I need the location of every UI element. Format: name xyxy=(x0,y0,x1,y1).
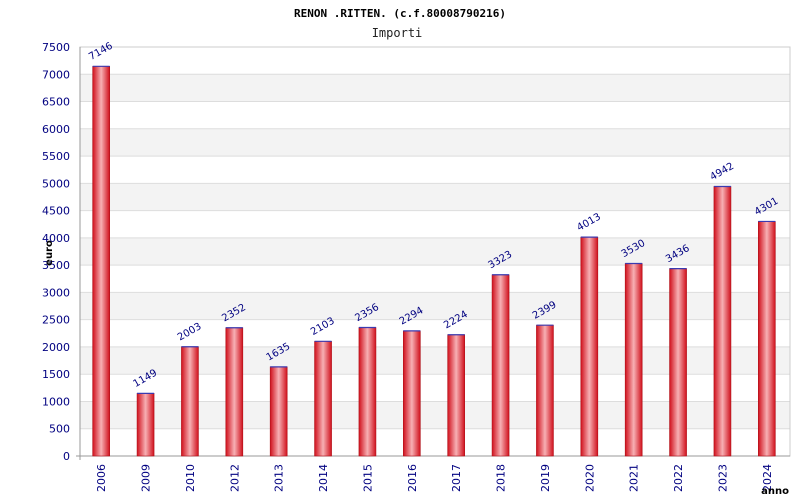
data-label: 7146 xyxy=(87,41,115,63)
y-tick-label: 2000 xyxy=(42,341,70,354)
bar xyxy=(447,334,465,457)
chart-subtitle: Importi xyxy=(372,26,423,40)
bar xyxy=(92,66,110,457)
y-tick-label: 500 xyxy=(49,423,70,436)
y-tick-label: 7500 xyxy=(42,41,70,54)
x-tick-label: 2020 xyxy=(583,464,596,492)
bar xyxy=(181,346,199,457)
x-tick-label: 2012 xyxy=(228,464,241,492)
x-tick-label: 2022 xyxy=(672,464,685,492)
bar xyxy=(624,263,643,457)
y-tick-label: 6000 xyxy=(42,123,70,136)
data-label: 4013 xyxy=(575,212,603,234)
y-tick-label: 3500 xyxy=(42,259,70,272)
bar xyxy=(669,268,687,457)
y-tick-label: 5500 xyxy=(42,150,70,163)
grid-band xyxy=(80,183,790,211)
grid-band xyxy=(80,237,790,266)
x-tick-label: 2016 xyxy=(406,464,419,492)
bar xyxy=(269,366,288,457)
bar xyxy=(225,327,244,457)
x-tick-label: 2017 xyxy=(450,464,463,492)
bar xyxy=(580,236,599,457)
x-tick-label: 2009 xyxy=(140,464,153,492)
grid-band xyxy=(80,74,790,102)
x-tick-label: 2019 xyxy=(539,464,552,492)
bars xyxy=(92,65,776,457)
bar xyxy=(713,186,732,457)
x-tick-label: 2015 xyxy=(361,464,374,492)
chart-title: RENON .RITTEN. (c.f.80008790216) xyxy=(294,7,506,20)
bar xyxy=(758,221,776,457)
bar xyxy=(403,330,421,457)
x-tick-label: 2010 xyxy=(184,464,197,492)
x-axis-label: anno xyxy=(761,486,789,497)
x-tick-label: 2014 xyxy=(317,464,330,492)
y-tick-label: 1000 xyxy=(42,395,70,408)
x-tick-label: 2024 xyxy=(761,464,774,492)
y-axis-label: euro xyxy=(44,240,55,266)
y-tick-label: 3000 xyxy=(42,286,70,299)
x-axis-ticks: 2006 2009 2010 2012 2013 2014 2015 2016 2017 2018… xyxy=(95,464,774,492)
x-tick-label: 2006 xyxy=(95,464,108,492)
y-tick-label: 0 xyxy=(63,450,70,463)
y-tick-label: 2500 xyxy=(42,314,70,327)
x-tick-label: 2013 xyxy=(273,464,286,492)
y-tick-label: 4500 xyxy=(42,205,70,218)
bar xyxy=(536,324,554,457)
data-label: 4942 xyxy=(708,161,736,183)
bar xyxy=(491,274,510,457)
x-tick-label: 2021 xyxy=(628,464,641,492)
grid-band xyxy=(80,128,790,157)
y-axis-ticks: 0 500 1000 1500 2000 2500 3000 3500 4000 4500 5000… xyxy=(42,41,70,463)
y-tick-label: 1500 xyxy=(42,368,70,381)
bar xyxy=(314,341,332,457)
x-tick-label: 2018 xyxy=(495,464,508,492)
y-tick-label: 6500 xyxy=(42,96,70,109)
bar xyxy=(358,327,377,457)
y-tick-label: 7000 xyxy=(42,68,70,81)
data-label: 2003 xyxy=(176,321,204,343)
y-tick-label: 4000 xyxy=(42,232,70,245)
x-tick-label: 2023 xyxy=(716,464,729,492)
y-tick-label: 5000 xyxy=(42,177,70,190)
bar xyxy=(136,393,155,457)
